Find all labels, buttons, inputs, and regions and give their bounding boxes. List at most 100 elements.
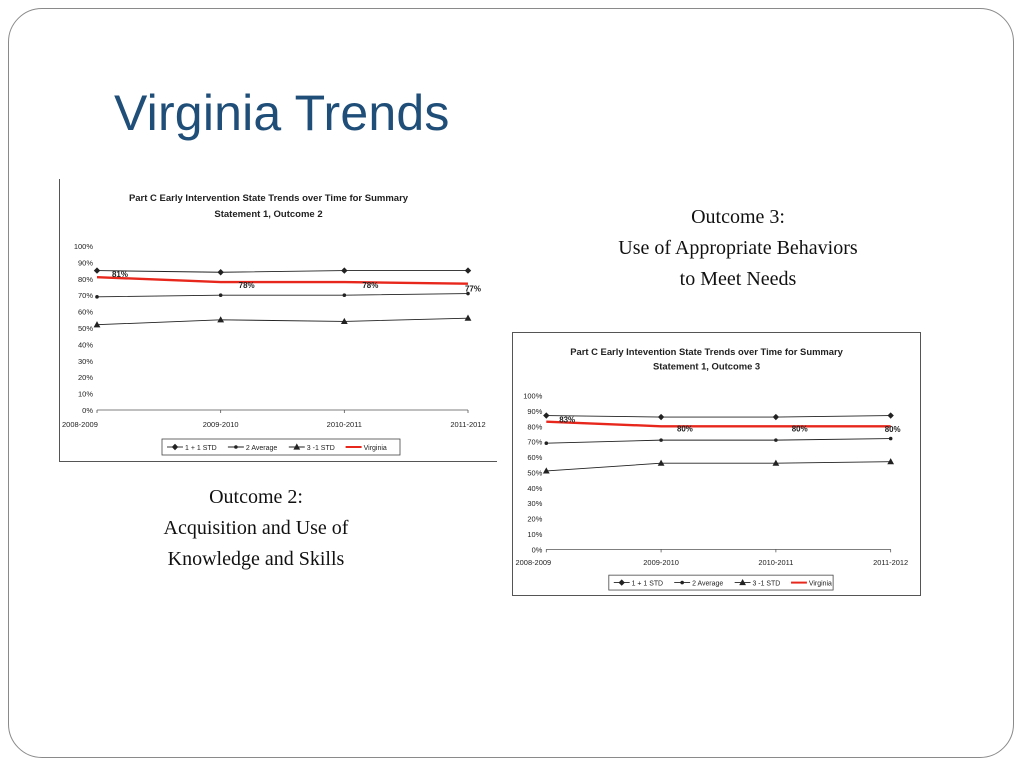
- x-tick-label: 2011-2012: [873, 558, 908, 567]
- series-line-1-1-std: [96, 270, 468, 273]
- data-label: 80%: [677, 424, 693, 433]
- slide-frame: [8, 8, 1014, 758]
- data-point: [657, 413, 665, 421]
- legend-label: 3 -1 STD: [307, 445, 335, 452]
- y-tick-label: 80%: [527, 422, 542, 431]
- data-point: [342, 293, 347, 297]
- y-tick-label: 0%: [532, 545, 543, 554]
- outcome-2-line2: Knowledge and Skills: [167, 548, 345, 570]
- data-label: 80%: [885, 425, 901, 434]
- legend-marker: [680, 580, 684, 585]
- legend-box: [161, 438, 401, 456]
- data-point: [93, 321, 101, 328]
- data-point: [217, 269, 224, 276]
- y-tick-label: 30%: [78, 357, 93, 366]
- outcome-3-caption: Outcome 3: Use of Appropriate Behaviors …: [585, 202, 891, 295]
- y-tick-label: 10%: [527, 530, 542, 539]
- series-line-virginia: [96, 275, 469, 285]
- data-point: [887, 458, 895, 465]
- data-point: [93, 267, 101, 274]
- data-point: [542, 467, 550, 474]
- y-tick-label: 50%: [78, 324, 93, 333]
- data-point: [772, 413, 780, 421]
- chart-title-line2: Statement 1, Outcome 2: [214, 209, 322, 220]
- legend-marker: [293, 443, 301, 450]
- y-tick-label: 70%: [78, 291, 93, 300]
- data-point: [341, 267, 348, 274]
- x-tick-label: 2011-2012: [450, 420, 485, 429]
- y-tick-label: 60%: [527, 453, 542, 462]
- data-label: 81%: [112, 270, 128, 279]
- data-point: [95, 295, 99, 299]
- series-line-2-average: [546, 438, 891, 444]
- x-tick-label: 2009-2010: [643, 558, 679, 567]
- outcome-3-heading: Outcome 3:: [691, 206, 785, 228]
- legend-marker: [618, 579, 625, 586]
- data-point: [543, 412, 550, 419]
- y-tick-label: 50%: [527, 468, 542, 477]
- data-point: [217, 316, 225, 323]
- data-point: [466, 291, 470, 296]
- legend-box: [608, 574, 834, 591]
- legend-marker: [739, 579, 746, 586]
- x-tick-label: 2009-2010: [203, 420, 239, 429]
- y-tick-label: 90%: [78, 258, 93, 267]
- series-line-1-1-std: [546, 415, 891, 418]
- y-tick-label: 20%: [527, 515, 542, 524]
- chart-outcome-2: Part C Early Intervention State Trends o…: [59, 179, 497, 462]
- y-tick-label: 40%: [78, 340, 93, 349]
- y-tick-label: 90%: [527, 407, 542, 416]
- x-tick-label: 2008-2009: [62, 420, 98, 429]
- data-point: [659, 438, 663, 442]
- chart-title-line1: Part C Early Intervention State Trends o…: [129, 193, 409, 204]
- data-point: [772, 459, 780, 466]
- outcome-2-heading: Outcome 2:: [209, 486, 303, 508]
- chart-title-line2: Statement 1, Outcome 3: [653, 361, 760, 372]
- x-tick-label: 2010-2011: [758, 558, 793, 567]
- data-label: 78%: [362, 281, 378, 290]
- legend-marker: [234, 445, 238, 449]
- series-line-3-1-std: [546, 461, 891, 472]
- data-point: [888, 436, 893, 441]
- outcome-2-caption: Outcome 2: Acquisition and Use of Knowle…: [120, 482, 392, 575]
- series-line-virginia: [546, 420, 891, 428]
- data-point: [464, 314, 472, 321]
- data-point: [464, 267, 472, 274]
- y-tick-label: 40%: [527, 484, 542, 493]
- legend-label: Virginia: [364, 445, 387, 452]
- legend-label: 2 Average: [246, 445, 278, 452]
- data-point: [544, 441, 549, 445]
- y-tick-label: 0%: [82, 406, 93, 415]
- outcome-2-line1: Acquisition and Use of: [163, 517, 349, 539]
- y-tick-label: 60%: [78, 308, 93, 317]
- legend-label: 3 -1 STD: [753, 580, 781, 587]
- chart-title-line1: Part C Early Intevention State Trends ov…: [570, 346, 843, 357]
- chart-outcome-3: Part C Early Intevention State Trends ov…: [512, 332, 921, 596]
- y-tick-label: 100%: [523, 392, 542, 401]
- data-label: 80%: [792, 424, 808, 433]
- data-label: 78%: [239, 281, 255, 290]
- y-tick-label: 30%: [527, 499, 542, 508]
- y-tick-label: 80%: [78, 275, 93, 284]
- series-line-3-1-std: [96, 317, 469, 326]
- y-tick-label: 20%: [78, 373, 93, 382]
- data-label: 83%: [559, 416, 575, 425]
- x-tick-label: 2010-2011: [327, 420, 362, 429]
- series-line-2-average: [96, 293, 469, 298]
- data-point: [657, 459, 665, 466]
- outcome-3-line1: Use of Appropriate Behaviors: [618, 237, 858, 259]
- chart-outcome-2-svg: Part C Early Intervention State Trends o…: [62, 193, 486, 456]
- legend-label: 2 Average: [692, 580, 723, 587]
- legend-label: Virginia: [809, 580, 832, 587]
- legend-label: 1 + 1 STD: [632, 580, 663, 587]
- data-point: [218, 293, 223, 297]
- data-point: [340, 317, 348, 325]
- slide-title: Virginia Trends: [114, 85, 450, 141]
- x-tick-label: 2008-2009: [516, 558, 552, 567]
- y-tick-label: 10%: [78, 390, 93, 399]
- y-tick-label: 70%: [527, 438, 542, 447]
- chart-outcome-3-svg: Part C Early Intevention State Trends ov…: [516, 346, 908, 591]
- y-tick-label: 100%: [74, 242, 94, 251]
- data-point: [887, 412, 894, 419]
- legend-label: 1 + 1 STD: [185, 445, 217, 452]
